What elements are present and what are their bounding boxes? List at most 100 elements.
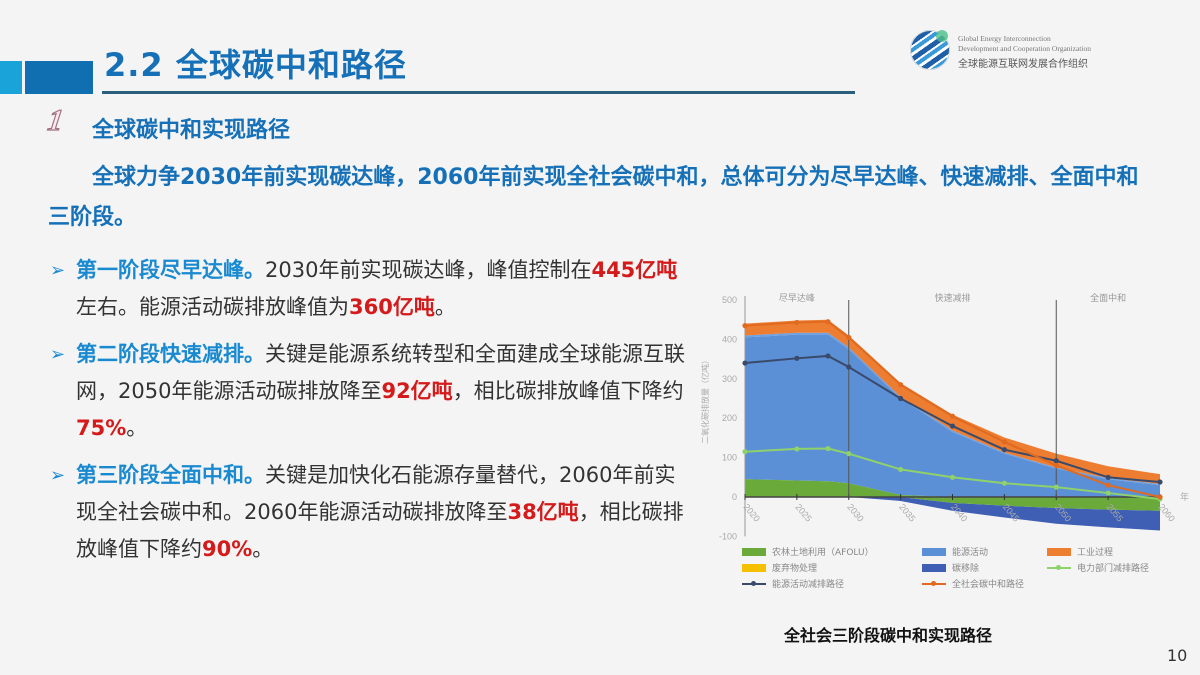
header-decoration-dark bbox=[25, 61, 93, 94]
y-axis-label: 二氧化碳排放量（亿吨） bbox=[700, 356, 710, 444]
carbon-neutrality-chart: -100 0 100 200 300 400 500 2020 2025 2030 2035 2040… bbox=[690, 280, 1200, 610]
data-point bbox=[1001, 439, 1007, 445]
bullet-heading: 第二阶段快速减排。 bbox=[76, 342, 265, 366]
globe-logo-icon bbox=[910, 30, 950, 70]
legend-item: 工业过程 bbox=[1047, 545, 1113, 558]
organization-logo: Global Energy Interconnection Developmen… bbox=[910, 28, 1200, 74]
x-tick-label: 2035 bbox=[897, 502, 918, 524]
data-point bbox=[898, 382, 904, 388]
legend-label: 能源活动 bbox=[952, 548, 989, 558]
data-point bbox=[1105, 482, 1111, 488]
data-point bbox=[1053, 462, 1059, 469]
arrow-bullet-icon: ➢ bbox=[50, 465, 66, 486]
y-tick-label: 300 bbox=[722, 374, 737, 384]
area-carbon-removal bbox=[745, 497, 1160, 531]
phase-label: 尽早达峰 bbox=[779, 292, 815, 304]
phase-label: 全面中和 bbox=[1090, 292, 1126, 304]
data-point bbox=[846, 451, 852, 457]
data-point bbox=[846, 364, 852, 370]
line-能源活动减排路径 bbox=[744, 354, 1161, 484]
bullet-text: 2030年前实现碳达峰，峰值控制在 bbox=[265, 258, 592, 282]
y-tick-label: 200 bbox=[722, 413, 737, 423]
legend-item: 碳移除 bbox=[922, 561, 979, 574]
data-point bbox=[949, 413, 956, 419]
data-point bbox=[825, 445, 831, 452]
legend-label: 废弃物处理 bbox=[772, 564, 818, 574]
logo-chinese-name: 全球能源互联网发展合作组织 bbox=[958, 59, 1088, 70]
logo-english-line2: Development and Cooperation Organization bbox=[958, 44, 1091, 53]
bullet-text: 。 bbox=[252, 537, 274, 561]
legend-line-icon bbox=[742, 580, 766, 586]
legend-item: 能源活动减排路径 bbox=[742, 577, 844, 590]
chart-caption: 全社会三阶段碳中和实现路径 bbox=[784, 626, 993, 645]
section-title: 全球碳中和实现路径 bbox=[92, 118, 291, 143]
data-point bbox=[1157, 479, 1163, 485]
bullet-text: 关键是加快化石能源存量替代，2060年前实现全社会碳中和。2060年能源活动碳排… bbox=[76, 463, 676, 524]
y-tick-label: 400 bbox=[722, 334, 737, 344]
legend-swatch-icon bbox=[922, 563, 946, 572]
bullet-text: 。 bbox=[434, 295, 456, 319]
bullet-phase-2: ➢ 第二阶段快速减排。关键是能源系统转型和全面建成全球能源互联网，2050年能源… bbox=[48, 336, 688, 447]
phase-label: 快速减排 bbox=[934, 292, 970, 304]
data-point bbox=[742, 360, 748, 366]
area-afolu-negative bbox=[745, 497, 1160, 511]
intro-paragraph: 全球力争2030年前实现碳达峰，2060年前实现全社会碳中和，总体可分为尽早达峰… bbox=[48, 165, 1139, 230]
legend-line-icon bbox=[922, 580, 946, 586]
legend-label: 工业过程 bbox=[1077, 548, 1114, 558]
legend-item: 全社会碳中和路径 bbox=[922, 577, 1024, 590]
data-point bbox=[846, 334, 852, 341]
page-number: 10 bbox=[1167, 646, 1188, 665]
y-tick-label: 0 bbox=[732, 492, 737, 502]
x-tick-label: 2025 bbox=[793, 502, 814, 524]
data-point bbox=[825, 353, 831, 359]
legend-item: 能源活动 bbox=[922, 545, 988, 558]
legend-swatch-icon bbox=[742, 563, 766, 572]
y-tick-label: -100 bbox=[719, 531, 737, 541]
data-point bbox=[1105, 490, 1111, 496]
y-tick-label: 100 bbox=[722, 453, 737, 463]
legend-swatch-icon bbox=[1047, 547, 1071, 556]
arrow-bullet-icon: ➢ bbox=[50, 260, 66, 281]
arrow-bullet-icon: ➢ bbox=[50, 344, 66, 365]
y-tick-label: 500 bbox=[722, 295, 737, 305]
header-decoration-light bbox=[0, 61, 22, 94]
bullet-text: 。 bbox=[126, 416, 148, 440]
legend-item: 电力部门减排路径 bbox=[1047, 561, 1149, 574]
data-point bbox=[898, 466, 904, 473]
logo-english-line1: Global Energy Interconnection bbox=[958, 34, 1051, 43]
bullet-text: 左右。能源活动碳排放峰值为 bbox=[76, 295, 349, 319]
bullet-heading: 第一阶段尽早达峰。 bbox=[76, 258, 265, 282]
legend-label: 农林土地利用（AFOLU） bbox=[772, 548, 874, 558]
legend-label: 碳移除 bbox=[952, 564, 980, 574]
title-divider bbox=[102, 91, 855, 94]
bullet-text: ，相比碳排放峰值下降约 bbox=[76, 500, 684, 561]
legend-label: 能源活动减排路径 bbox=[772, 580, 845, 590]
bullet-text: 关键是能源系统转型和全面建成全球能源互联网，2050年能源活动碳排放降至 bbox=[76, 342, 685, 403]
data-point bbox=[794, 446, 800, 452]
data-point bbox=[949, 474, 956, 480]
data-point bbox=[1053, 458, 1059, 464]
data-point bbox=[1157, 494, 1163, 500]
legend-line-icon bbox=[1047, 564, 1071, 570]
data-point bbox=[794, 319, 800, 326]
highlight-value: 92亿吨 bbox=[381, 379, 453, 403]
section-number-icon: 1 bbox=[45, 103, 66, 137]
legend-swatch-icon bbox=[922, 547, 946, 556]
highlight-value: 75% bbox=[76, 416, 127, 440]
legend-swatch-icon bbox=[742, 547, 766, 556]
data-point bbox=[742, 449, 748, 455]
data-point bbox=[898, 395, 904, 402]
bullet-heading: 第三阶段全面中和。 bbox=[76, 463, 265, 487]
bullet-phase-3: ➢ 第三阶段全面中和。关键是加快化石能源存量替代，2060年前实现全社会碳中和。… bbox=[48, 457, 688, 568]
line-电力部门减排路径 bbox=[744, 447, 1161, 500]
bullet-phase-1: ➢ 第一阶段尽早达峰。2030年前实现碳达峰，峰值控制在445亿吨左右。能源活动… bbox=[48, 252, 688, 326]
data-point bbox=[1001, 447, 1007, 453]
page-title: 2.2 全球碳中和路径 bbox=[104, 46, 407, 84]
highlight-value: 90% bbox=[202, 537, 253, 561]
highlight-value: 445亿吨 bbox=[591, 258, 678, 282]
data-point bbox=[949, 423, 956, 429]
data-point bbox=[1001, 480, 1007, 486]
data-point bbox=[825, 319, 831, 325]
legend-item: 废弃物处理 bbox=[742, 561, 817, 574]
